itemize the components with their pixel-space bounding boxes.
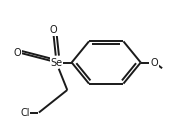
Text: Se: Se: [51, 58, 63, 68]
Text: Cl: Cl: [20, 108, 30, 118]
Text: O: O: [14, 48, 22, 58]
Text: O: O: [49, 25, 57, 35]
Text: O: O: [150, 58, 158, 68]
